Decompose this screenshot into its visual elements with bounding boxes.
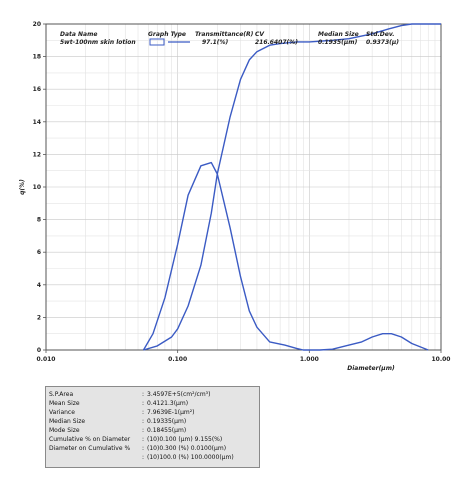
stat-label: Diameter on Cumulative % [49,445,131,452]
stat-label [49,453,139,462]
legend-header: Transmittance(R) [195,31,254,38]
stat-separator: : [141,409,145,416]
stat-separator: : [141,418,145,425]
x-tick-label: 1.000 [300,356,319,363]
stat-separator: : [141,436,145,443]
y-tick-label: 12 [33,151,41,158]
x-axis-label: Diameter(μm) [347,365,395,372]
stat-label: Mode Size [49,427,80,434]
stat-separator: : [141,445,145,452]
y-tick-label: 14 [33,119,41,126]
legend-header: CV [255,31,265,38]
stat-label: Median Size [49,418,86,425]
legend-data-name: 5wt-100nm skin lotion [60,39,136,46]
y-tick-label: 20 [33,21,41,28]
stat-separator: : [141,454,145,461]
particle-size-chart: 0 2 4 6 8 10 12 14 16 18 20 0.010 0.100 1.000 10.00 q(%… [19,21,451,372]
legend-swatch-box [149,38,165,46]
stat-row: Cumulative % on Diameter: (10)0.100 (μm) … [49,435,256,444]
stat-value: (10)0.300 (%) 0.0100(μm) [147,445,227,452]
stat-value: 3.4597E+5(cm²/cm³) [147,391,211,398]
stat-row: Variance:7.9639E-1(μm²) [49,408,256,417]
stat-row: : (10)100.0 (%) 100.0000(μm) [49,453,256,462]
stat-row: Median Size:0.19335(μm) [49,417,256,426]
y-axis-label: q(%) [19,179,26,195]
y-tick-label: 8 [37,217,41,224]
y-tick-label: 6 [37,249,41,256]
series-line-cumulative [143,23,441,351]
statistics-panel: S.P.Area:3.4597E+5(cm²/cm³) Mean Size:0.4… [45,386,260,468]
x-tick-label: 0.010 [37,356,56,363]
stat-label: S.P.Area [49,391,74,398]
legend-header: Graph Type [148,31,186,38]
stat-row: S.P.Area:3.4597E+5(cm²/cm³) [49,390,256,399]
stat-separator: : [141,427,145,434]
y-tick-label: 10 [33,184,41,191]
legend-median: 0.1935(μm) [318,39,358,46]
stat-value: (10)100.0 (%) 100.0000(μm) [147,454,234,461]
x-tick-label: 10.00 [432,356,451,363]
x-tick-label: 0.100 [168,356,187,363]
legend-header: Std.Dev. [366,31,395,38]
stat-separator: : [141,391,145,398]
stat-label: Variance [49,409,75,416]
stat-label: Cumulative % on Diameter [49,436,131,443]
stat-row: Mean Size:0.4121.3(μm) [49,399,256,408]
legend-transmittance: 97.1(%) [202,39,229,46]
y-tick-label: 2 [37,314,41,321]
stat-value: 0.18455(μm) [147,427,187,434]
stat-row: Diameter on Cumulative %: (10)0.300 (%) 0… [49,444,256,453]
stat-label: Mean Size [49,400,80,407]
y-tick-label: 0 [37,347,41,354]
series-line-frequency [142,161,429,351]
y-tick-label: 4 [37,282,41,289]
legend-stddev: 0.9373(μ) [366,39,399,46]
legend-cv: 216.6407(%) [255,39,298,46]
y-tick-label: 16 [33,86,41,93]
stat-value: 0.19335(μm) [147,418,187,425]
stat-value: (10)0.100 (μm) 9.155(%) [147,436,223,443]
legend-header: Median Size [318,31,359,38]
stat-row: Mode Size:0.18455(μm) [49,426,256,435]
legend-header: Data Name [60,31,97,38]
stat-value: 7.9639E-1(μm²) [147,409,195,416]
stat-value: 0.4121.3(μm) [147,400,189,407]
stat-separator: : [141,400,145,407]
y-tick-label: 18 [33,54,41,61]
